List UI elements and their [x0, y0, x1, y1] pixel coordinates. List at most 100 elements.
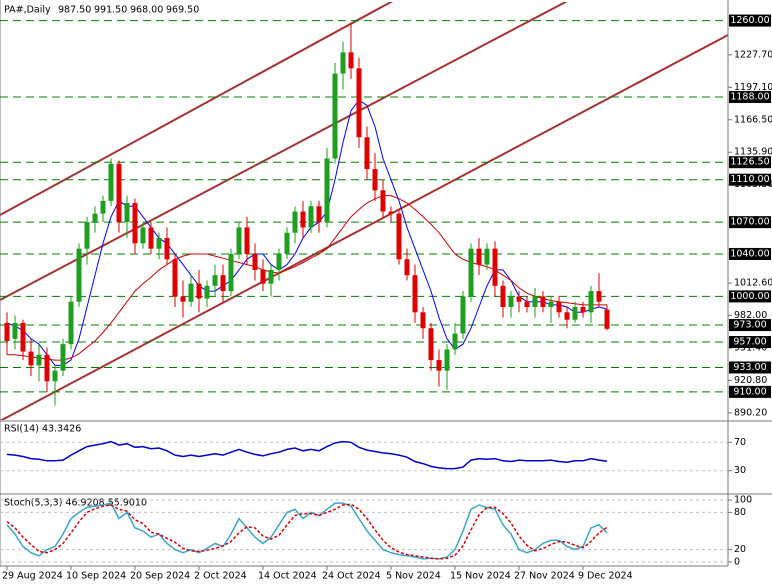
candle-body [588, 291, 594, 313]
level-box [729, 216, 771, 229]
level-label: 1070.00 [730, 217, 769, 228]
y-tick-label: 1197.10 [734, 82, 772, 93]
candle-body [44, 354, 50, 382]
candle-body [604, 309, 610, 329]
level-label: 910.00 [733, 386, 766, 397]
x-tick-label: 27 Nov 2024 [514, 571, 575, 582]
candle-body [212, 275, 218, 286]
candle-body [268, 269, 274, 284]
candle-body [396, 213, 402, 260]
candle-body [436, 360, 442, 371]
y-tick-label: 80 [734, 507, 746, 518]
candle-body [228, 253, 234, 292]
candle-body [340, 52, 346, 74]
candle-body [60, 344, 66, 371]
candle-body [364, 137, 370, 170]
channel [0, 2, 728, 420]
y-tick-label: 890.20 [734, 407, 767, 418]
level-label: 1188.00 [730, 91, 769, 102]
channel-line [0, 34, 728, 420]
channel-line [0, 2, 568, 301]
candle-body [324, 158, 330, 223]
level-label: 973.00 [733, 320, 766, 331]
panel-title: Stoch(5,3,3) 46.9208 55.9010 [4, 498, 147, 509]
candle-body [348, 52, 354, 69]
candle-body [180, 296, 186, 302]
level-label: 1126.50 [730, 157, 769, 168]
candle-body [20, 322, 26, 352]
candle-body [564, 312, 570, 320]
candle-body [188, 283, 194, 302]
x-tick-label: 24 Oct 2024 [322, 571, 381, 582]
candle-body [580, 307, 586, 313]
candle-body [244, 227, 250, 254]
candle-body [204, 285, 210, 299]
candle-body [308, 206, 314, 228]
candle-body [500, 285, 506, 308]
candle-body [140, 227, 146, 244]
series-line [7, 195, 607, 361]
level-box [729, 385, 771, 398]
level-label: 1110.00 [730, 174, 769, 185]
level-label: 957.00 [733, 337, 766, 348]
level-box [729, 336, 771, 349]
chart-title: PA#,Daily [4, 5, 51, 16]
candle-body [484, 248, 490, 265]
candle-body [36, 354, 42, 366]
candle-body [100, 200, 106, 214]
candle-body [156, 238, 162, 249]
series-line [6, 99, 608, 366]
series-line [6, 502, 608, 560]
level-box [729, 90, 771, 103]
candle-body [196, 283, 202, 299]
candle-body [476, 248, 482, 265]
level-label: 1260.00 [730, 15, 769, 26]
candle-body [572, 307, 578, 320]
candle-body [556, 301, 562, 313]
candle-body [516, 296, 522, 302]
candle-body [260, 269, 266, 284]
candle-body [68, 301, 74, 345]
candle-body [108, 163, 114, 201]
candle-body [220, 275, 226, 292]
y-tick-label: 30 [734, 465, 746, 476]
x-tick-label: 10 Sep 2024 [66, 571, 126, 582]
candle-body [124, 203, 130, 223]
y-tick-label: 920.80 [734, 375, 767, 386]
x-tick-label: 5 Nov 2024 [386, 571, 441, 582]
x-tick-label: 9 Dec 2024 [578, 571, 633, 582]
candle-body [52, 370, 58, 382]
candle-body [332, 73, 338, 159]
candle-body [452, 333, 458, 350]
candle-body [4, 322, 10, 341]
y-tick-label: 100 [734, 495, 752, 506]
candle-body [284, 232, 290, 254]
candle-body [420, 312, 426, 329]
x-tick-label: 20 Sep 2024 [130, 571, 190, 582]
candle-body [84, 222, 90, 249]
level-box [729, 14, 771, 27]
candle-body [532, 296, 538, 308]
candle-body [524, 301, 530, 308]
y-tick-label: 70 [734, 437, 746, 448]
quote-value: 968.00 [130, 5, 163, 16]
channel-line [0, 2, 393, 216]
level-box [729, 156, 771, 169]
candle-body [92, 213, 98, 223]
candle-body [116, 163, 122, 223]
candle-body [388, 211, 394, 214]
candle-body [300, 211, 306, 228]
candle-body [444, 349, 450, 371]
candle-body [468, 248, 474, 297]
candle-body [372, 169, 378, 191]
candle-body [356, 68, 362, 138]
level-label: 1040.00 [730, 248, 769, 259]
level-label: 933.00 [733, 362, 766, 373]
candle-body [316, 206, 322, 223]
panel-title: RSI(14) 43.3426 [4, 424, 81, 435]
candle-body [508, 296, 514, 308]
y-tick-label: 1166.50 [734, 114, 772, 125]
candle-body [252, 253, 258, 270]
